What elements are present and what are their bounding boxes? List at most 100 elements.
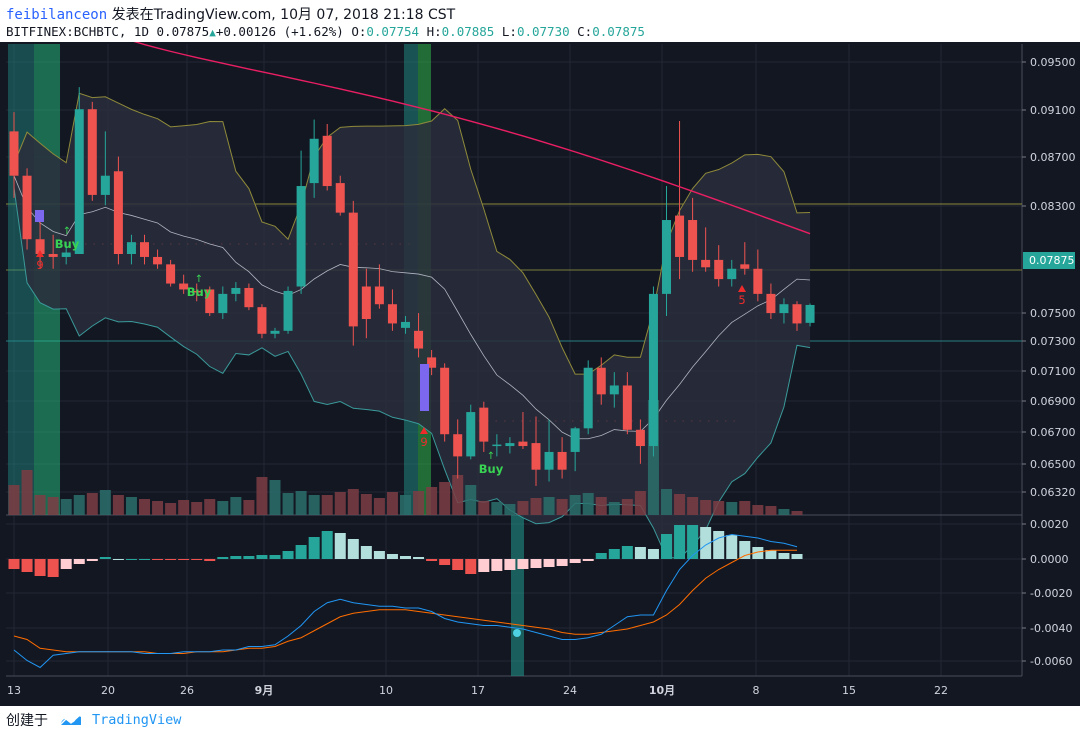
setup-candle	[35, 210, 44, 222]
candle	[492, 434, 502, 457]
candle	[48, 234, 58, 269]
price-tick-label: 0.06320	[1030, 486, 1076, 499]
candle-body	[648, 293, 658, 447]
count-label: 9	[36, 258, 43, 272]
macd-tick-label: -0.0040	[1030, 622, 1072, 635]
candle-body	[296, 186, 306, 287]
macd-histogram-bar	[504, 559, 516, 570]
macd-histogram-bar	[34, 559, 46, 576]
macd-histogram-bar	[661, 534, 672, 559]
axes: 0.09500 0.09100 0.08700 0.08300 0.07500 0.073…	[0, 44, 1080, 706]
candle-body	[453, 434, 463, 457]
macd-histogram-bar	[621, 546, 633, 559]
price-tick-label: 0.06700	[1030, 426, 1076, 439]
count-label: 5	[738, 293, 745, 307]
macd-histogram-bar	[634, 547, 646, 559]
chart-area[interactable]: ↑ Buy ↑ Buy ↑ Buy 9 9 5 0.09500 0.09100 0.08700 0.0…	[0, 34, 1080, 706]
buy-label: Buy	[55, 237, 80, 251]
candle-body	[22, 175, 32, 240]
price-tick-label: 0.08700	[1030, 151, 1076, 164]
macd-histogram-bar	[674, 525, 686, 559]
count-label: 9	[420, 435, 427, 449]
up-triangle-icon: ▲	[209, 26, 216, 39]
candle	[61, 242, 71, 265]
macd-pane	[8, 525, 803, 669]
volume-bar	[478, 501, 490, 515]
price-tick-label: 0.06500	[1030, 458, 1076, 471]
volume-bar	[556, 499, 568, 515]
volume-bar	[8, 485, 20, 515]
macd-histogram-bar	[295, 545, 307, 559]
candle-body	[401, 321, 410, 328]
tradingview-logo-icon	[59, 714, 81, 726]
candle	[166, 259, 176, 287]
candle	[583, 360, 593, 435]
candle	[257, 304, 267, 339]
macd-histogram-bar	[282, 551, 294, 559]
candle	[479, 401, 489, 452]
candle-body	[792, 304, 802, 324]
macd-histogram-bar	[86, 559, 98, 561]
candle-body	[805, 304, 815, 323]
time-scale-bg	[0, 677, 1080, 706]
candle	[440, 363, 450, 442]
volume-bar	[282, 493, 294, 515]
price-change: +0.00126 (+1.62%)	[215, 24, 344, 39]
candle-body	[140, 242, 149, 257]
candle	[126, 234, 136, 265]
ohlc-legend: BITFINEX:BCHBTC, 1D 0.07875▲+0.00126 (+1…	[6, 24, 645, 39]
macd-histogram-bar	[726, 535, 738, 559]
candle	[218, 286, 228, 319]
volume-bar	[295, 491, 307, 515]
candle-body	[766, 293, 776, 314]
volume-bar	[517, 501, 529, 515]
volume-bar	[713, 501, 725, 515]
macd-histogram-bar	[243, 556, 255, 559]
candle	[805, 303, 815, 327]
macd-histogram-bar	[752, 547, 764, 559]
candle	[544, 419, 554, 482]
candle-body	[779, 304, 789, 314]
macd-histogram-bar	[647, 549, 659, 559]
candle-body	[257, 307, 267, 334]
candle	[100, 131, 110, 206]
candle-body	[74, 109, 84, 254]
candle-body	[35, 239, 45, 254]
candle-body	[531, 443, 541, 470]
volume-bar	[647, 400, 659, 515]
price-tick-label: 0.07500	[1030, 307, 1076, 320]
macd-histogram-bar	[517, 559, 529, 569]
candle	[779, 298, 789, 324]
price-tick-label: 0.07300	[1030, 335, 1076, 348]
candle	[518, 412, 528, 449]
candle	[348, 200, 358, 346]
candle-body	[322, 135, 332, 187]
moving-average-line	[118, 34, 811, 235]
candle-body	[87, 109, 97, 195]
volume-bar	[543, 497, 555, 515]
macd-histogram-bar	[569, 559, 581, 563]
count-triangle-icon	[36, 250, 44, 257]
volume-bar	[595, 497, 607, 515]
macd-histogram-bar	[530, 559, 542, 568]
candle-body	[231, 287, 241, 294]
candle-body	[100, 175, 110, 195]
macd-histogram-bar	[204, 559, 216, 561]
volume-bar	[217, 501, 229, 515]
tradingview-brand[interactable]: TradingView	[92, 712, 182, 728]
candle-body	[675, 215, 685, 257]
candle	[570, 426, 580, 472]
candle-body	[466, 412, 476, 457]
candle	[179, 274, 189, 294]
band-fill	[14, 93, 811, 559]
time-tick-label: 15	[842, 684, 856, 697]
volume-bar	[530, 498, 542, 515]
macd-histogram-bar	[230, 556, 242, 559]
author-link[interactable]: feibilanceon	[6, 7, 108, 23]
candle-body	[518, 441, 528, 447]
high-value: 0.07885	[441, 24, 495, 39]
volume-bar	[60, 499, 72, 515]
volume-bar	[739, 501, 751, 515]
candle-body	[479, 407, 489, 442]
